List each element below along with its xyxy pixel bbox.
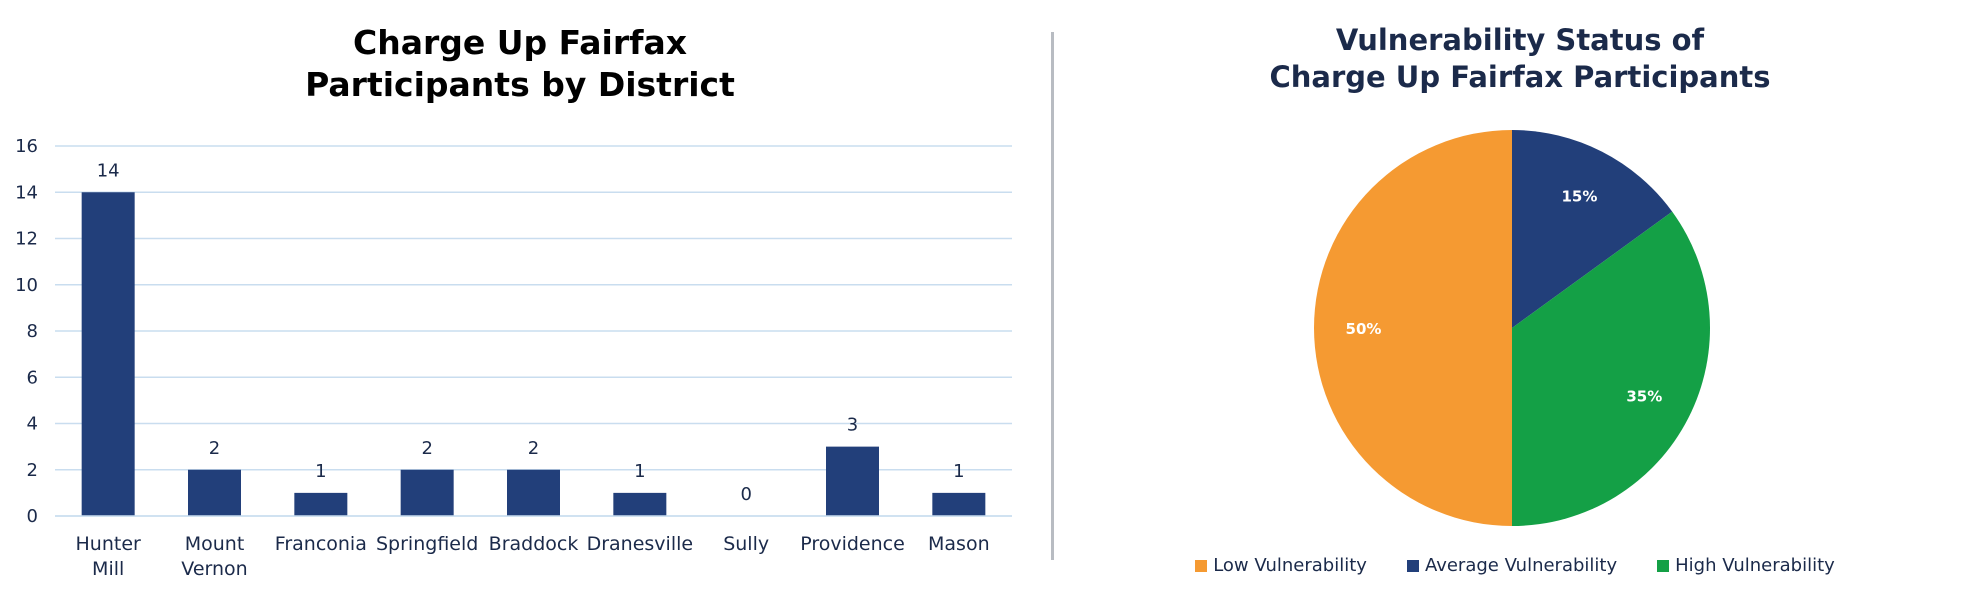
- x-tick-label: Hunter Mill: [76, 533, 142, 580]
- bar-data-label: 1: [315, 461, 326, 482]
- bar-chart-panel: Charge Up Fairfax Participants by Distri…: [15, 22, 1012, 580]
- y-tick-label: 10: [15, 275, 38, 296]
- legend-item: High Vulnerability: [1657, 555, 1835, 576]
- pie-value-label: 15%: [1561, 188, 1597, 206]
- bar: [932, 492, 986, 516]
- x-tick-label: Franconia: [275, 533, 367, 555]
- bar: [294, 492, 348, 516]
- y-tick-label: 16: [15, 136, 38, 157]
- legend-item: Low Vulnerability: [1195, 555, 1367, 576]
- x-tick-label: Dranesville: [587, 533, 694, 555]
- pie-chart-title: Vulnerability Status of Charge Up Fairfa…: [1060, 22, 1970, 96]
- pie-value-label: 35%: [1626, 387, 1662, 405]
- bar-data-label: 14: [97, 160, 120, 181]
- bar-data-label: 2: [421, 438, 432, 459]
- x-tick-label: Mason: [928, 533, 990, 555]
- panel-divider: [1051, 32, 1054, 560]
- bar: [613, 492, 667, 516]
- bar: [400, 469, 454, 516]
- x-tick-label: Providence: [800, 533, 905, 555]
- x-tick-label: Braddock: [489, 533, 579, 555]
- x-tick-label: Sully: [723, 533, 769, 555]
- y-tick-label: 6: [27, 367, 38, 388]
- pie-slice: [1512, 211, 1710, 526]
- pie-chart-title-line1: Vulnerability Status of: [1335, 23, 1705, 57]
- pie-chart-panel: Vulnerability Status of Charge Up Fairfa…: [1060, 0, 1970, 600]
- pie-slice: [1512, 130, 1673, 328]
- bar-chart-title: Charge Up Fairfax Participants by Distri…: [50, 22, 990, 106]
- legend-label: Average Vulnerability: [1424, 555, 1618, 576]
- legend-swatch: [1657, 559, 1670, 572]
- bar-chart-title-line2: Participants by District: [305, 65, 735, 105]
- x-tick-label: Springfield: [376, 533, 478, 555]
- bar-data-label: 2: [528, 438, 539, 459]
- bar: [81, 192, 135, 516]
- y-tick-label: 4: [27, 414, 38, 435]
- legend-swatch: [1406, 559, 1419, 572]
- pie-chart-title-line2: Charge Up Fairfax Participants: [1269, 60, 1771, 95]
- bar-data-label: 0: [740, 484, 751, 505]
- legend-label: High Vulnerability: [1675, 555, 1835, 576]
- x-tick-label: Mount Vernon: [181, 533, 247, 580]
- pie-legend: Low Vulnerability Average Vulnerability Hi…: [1060, 555, 1970, 576]
- legend-swatch: [1195, 559, 1208, 572]
- bar-data-label: 1: [953, 461, 964, 482]
- bar-data-label: 3: [847, 415, 858, 436]
- y-tick-label: 14: [15, 182, 38, 203]
- y-tick-label: 8: [27, 321, 38, 342]
- bar-chart-title-line1: Charge Up Fairfax: [352, 23, 688, 62]
- bar: [507, 469, 560, 516]
- bar-data-label: 1: [634, 461, 645, 482]
- bar: [188, 469, 241, 516]
- pie-slice: [1314, 130, 1512, 526]
- pie-value-label: 50%: [1346, 320, 1382, 338]
- bar: [826, 446, 879, 516]
- legend-item: Average Vulnerability: [1406, 555, 1618, 576]
- y-tick-label: 12: [15, 229, 38, 250]
- y-tick-label: 2: [27, 460, 38, 481]
- legend-label: Low Vulnerability: [1213, 555, 1367, 576]
- bar-data-label: 2: [209, 438, 220, 459]
- pie-chart: 15% 35% 50%: [1314, 130, 1710, 526]
- y-tick-label: 0: [27, 506, 38, 527]
